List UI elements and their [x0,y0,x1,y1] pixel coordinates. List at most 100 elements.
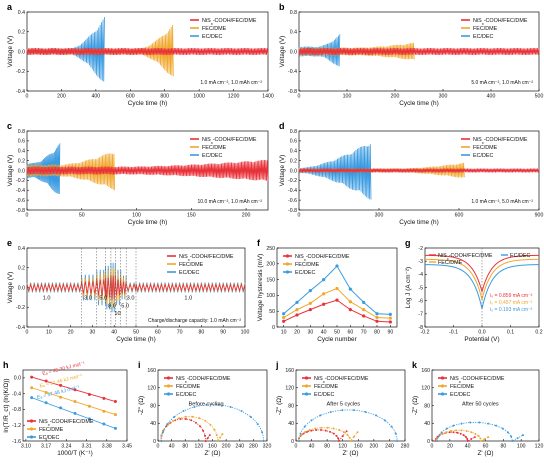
legend-entry: NiSx-COOH/FEC/DME [179,254,234,262]
condition-annotation: Charge/discharge capacity: 1.0 mAh cm⁻² [148,318,241,324]
data-point [332,432,335,435]
exchange-current-label: i₀ = 0.859 mA cm⁻² [490,293,533,299]
data-point [215,434,218,437]
x-axis-label: Cycle time (h) [399,100,438,107]
x-tick-label: 50 [334,330,340,336]
data-point [308,308,312,312]
data-point [335,264,339,268]
data-point [445,427,448,430]
data-point [308,289,312,293]
data-point [208,434,211,437]
data-point [202,429,205,432]
x-tick-label: 50 [79,213,85,219]
y-tick-label: 0.8 [18,129,25,135]
x-tick-label: 160 [354,444,363,450]
x-tick-label: 100 [343,94,352,100]
data-point [460,429,463,432]
y-tick-label: 0.0 [18,285,25,291]
legend-marker [285,262,290,266]
legend-entry: NiSx-COOH/FEC/DME [202,18,257,26]
y-tick-label: -0.8 [288,89,297,95]
data-point [217,403,220,406]
x-tick-label: 300 [439,94,448,100]
data-point [353,409,356,412]
x-tick-label: 80 [324,444,330,450]
y-tick-label: -0.4 [16,188,25,194]
data-point [388,320,392,324]
x-tick-label: 0 [295,444,298,450]
x-tick-label: 60 [483,444,489,450]
data-point [383,419,386,422]
data-point [335,434,338,437]
data-point [44,390,48,394]
x-tick-label: 100 [517,444,526,450]
legend-marker [285,270,290,274]
data-point [322,292,326,296]
legend-entry: NiSx-COOH/FEC/DME [202,137,257,145]
rate-label: 1.0 [43,295,51,301]
data-point [348,300,352,304]
legend-entry: NiSx-COOH/FEC/DME [450,376,505,384]
y-tick-label: -0.6 [288,198,297,204]
x-tick-label: 240 [235,444,244,450]
legend-entry: FEC/DME [176,384,201,390]
x-tick-label: 100 [241,330,250,336]
data-point [478,421,481,424]
data-point [282,315,286,320]
y-tick-label: -7 [418,312,423,318]
legend-entry: NiSx-COOH/FEC/DME [473,137,528,145]
voltage-trace [298,168,540,173]
x-tick-label: 1000 [193,94,205,100]
data-point [184,417,187,420]
data-point [375,315,379,320]
x-tick-label: 40 [309,444,315,450]
y-tick-label: 160 [285,368,294,374]
legend-entry: EC/DEC [314,392,334,398]
data-point [298,440,301,442]
nyquist-curve [298,409,398,442]
panel-c: 0 50 100 150 200 -0.8 -0.6 -0.4 -0.2 0.0 0.2 0.4 0.6… [7,121,269,226]
panel-label: d [279,121,285,131]
data-point [87,392,91,396]
data-point [240,410,243,413]
x-tick-label: 60 [347,330,353,336]
x-tick-label: 50 [133,330,139,336]
x-tick-label: 30 [307,330,313,336]
x-tick-label: 40 [111,330,117,336]
y-tick-label: 0.0 [290,49,297,55]
data-point [261,431,264,434]
panel-label: c [7,121,12,131]
x-tick-label: 0 [26,330,29,336]
nyquist-curve [436,429,489,442]
data-point [510,435,513,438]
data-point [44,401,48,405]
data-point [469,421,472,424]
data-point [249,415,252,418]
data-point [349,440,352,442]
data-point [487,436,490,439]
exchange-current-label: i₀ = 0.457 mA cm⁻² [490,300,533,306]
y-axis-label: Log J (A cm⁻²) [405,267,412,308]
legend-marker [29,435,34,439]
data-point [160,440,163,442]
y-tick-label: 0.2 [18,158,25,164]
y-tick-label: 0.8 [290,10,297,16]
data-point [362,308,366,312]
x-tick-label: 80 [199,330,205,336]
data-point [102,422,106,426]
data-point [30,375,34,379]
x-axis-label: Cycle number [317,336,357,343]
data-point [204,440,207,442]
y-tick-label: 150 [266,277,275,283]
x-tick-label: 70 [177,330,183,336]
data-point [319,414,322,417]
x-tick-label: 400 [487,94,496,100]
data-point [465,430,468,433]
condition-annotation: 5.0 mA cm⁻², 1.0 mAh cm⁻² [471,80,533,86]
x-tick-label: 10 [46,330,52,336]
nyquist-curve [160,404,265,442]
legend-marker [304,376,309,380]
legend-entry: NiSx-COOH/FEC/DME [176,376,231,384]
data-point [329,410,332,413]
